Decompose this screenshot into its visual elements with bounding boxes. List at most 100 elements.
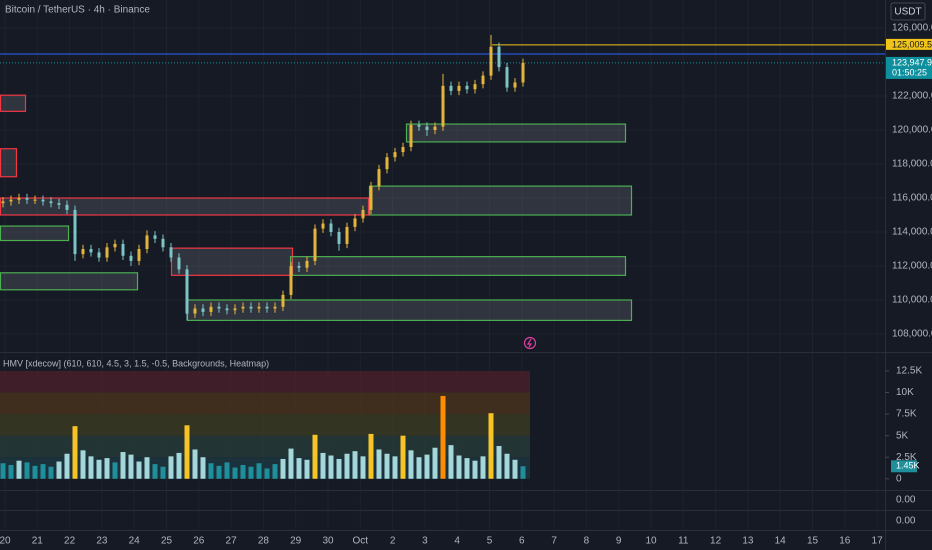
candle-body xyxy=(353,218,357,227)
volume-bar xyxy=(456,455,462,479)
candle-body xyxy=(513,82,517,88)
volume-bar xyxy=(72,426,78,479)
lower-panel-label: 0.00 xyxy=(896,516,916,527)
chart-title: Bitcoin / TetherUS · 4h · Binance xyxy=(5,5,150,16)
volume-bar xyxy=(0,463,6,479)
price-label: 125,009.56 xyxy=(892,39,932,49)
volume-bar xyxy=(264,468,270,479)
heatmap-band xyxy=(0,392,530,415)
volume-bar xyxy=(488,413,494,479)
volume-bar xyxy=(56,461,62,479)
x-tick-label: 17 xyxy=(872,536,884,547)
volume-bar xyxy=(384,453,390,479)
currency-box[interactable] xyxy=(890,2,926,21)
currency[interactable]: USDT xyxy=(894,7,921,18)
volume-bar xyxy=(520,466,526,479)
candle-body xyxy=(481,75,485,85)
candle-body xyxy=(241,306,245,309)
x-tick-label: 22 xyxy=(64,536,76,547)
zone xyxy=(289,256,627,276)
volume-bar xyxy=(88,456,94,479)
volume-bar xyxy=(24,462,30,479)
price-label: 123,947.90 xyxy=(892,57,932,67)
x-tick-label: 20 xyxy=(0,536,11,547)
candle-body xyxy=(417,124,421,127)
candle-body xyxy=(145,235,149,250)
candle-body xyxy=(57,203,61,205)
candle-body xyxy=(345,226,349,244)
candle-body xyxy=(225,308,229,311)
countdown: 01:50:25 xyxy=(892,67,927,77)
alert-ring[interactable] xyxy=(523,336,537,350)
candle-body xyxy=(465,85,469,90)
candle-body xyxy=(457,85,461,91)
volume-bar xyxy=(104,458,110,479)
candle-body xyxy=(121,243,125,256)
price-label-box xyxy=(886,38,932,50)
lower-panel-label: 0.00 xyxy=(896,495,916,506)
volume-bar xyxy=(304,459,310,479)
candle-body xyxy=(489,46,493,76)
candle-body xyxy=(201,308,205,312)
alert-bolt[interactable] xyxy=(526,338,533,348)
candle-body xyxy=(65,204,69,210)
volume-bar xyxy=(176,452,182,479)
volume-bar xyxy=(80,450,86,479)
volume-label-box xyxy=(891,460,917,473)
candle-body xyxy=(177,257,181,270)
x-tick-label: 5 xyxy=(487,536,493,547)
candle-body xyxy=(9,199,13,202)
x-tick-label: 28 xyxy=(258,536,270,547)
volume-bar xyxy=(168,456,174,479)
x-tick-label: 24 xyxy=(129,536,141,547)
x-tick-label: 12 xyxy=(710,536,722,547)
volume-label: 1.45K xyxy=(896,461,920,471)
zone xyxy=(405,123,627,143)
x-tick-label: 29 xyxy=(290,536,302,547)
candle-body xyxy=(361,209,365,219)
candle-body xyxy=(217,306,221,309)
x-tick-label: 15 xyxy=(807,536,819,547)
candle-body xyxy=(273,306,277,309)
volume-bar xyxy=(136,461,142,479)
volume-bar xyxy=(112,462,118,479)
volume-bar xyxy=(64,453,70,479)
volume-bar xyxy=(432,447,438,479)
candle-body xyxy=(113,243,117,248)
volume-bar xyxy=(480,456,486,479)
candle-body xyxy=(297,265,301,268)
volume-bar xyxy=(464,458,470,479)
candle-body xyxy=(73,209,77,255)
volume-bar xyxy=(120,452,126,479)
candle-body xyxy=(41,199,45,202)
volume-bar xyxy=(400,435,406,479)
alert-icon[interactable] xyxy=(523,336,537,350)
candle-body xyxy=(329,223,333,233)
y-tick-label: 110,000.00 xyxy=(892,295,932,306)
candle-body xyxy=(193,308,197,314)
candle-body xyxy=(281,294,285,307)
volume-bar xyxy=(232,467,238,479)
x-tick-label: 21 xyxy=(32,536,44,547)
volume-bar xyxy=(512,459,518,479)
y-tick-label: 108,000.00 xyxy=(892,329,932,340)
volume-tick-label: 2.5K xyxy=(896,452,917,463)
heatmap-band xyxy=(0,435,530,458)
zone xyxy=(0,225,70,242)
volume-bar xyxy=(336,458,342,479)
candle-body xyxy=(25,198,29,200)
volume-bar xyxy=(184,425,190,479)
volume-bar xyxy=(200,457,206,479)
volume-bar xyxy=(224,462,230,479)
volume-bar xyxy=(256,463,262,479)
candle-body xyxy=(233,308,237,311)
candle-body xyxy=(385,157,389,170)
zone xyxy=(0,197,370,216)
x-tick-label: 6 xyxy=(519,536,525,547)
volume-tick-label: 7.5K xyxy=(896,409,917,420)
candle-body xyxy=(377,169,381,187)
candle-body xyxy=(497,46,501,68)
volume-bar xyxy=(296,458,302,479)
y-tick-label: 118,000.00 xyxy=(892,159,932,170)
candle-body xyxy=(505,67,509,88)
